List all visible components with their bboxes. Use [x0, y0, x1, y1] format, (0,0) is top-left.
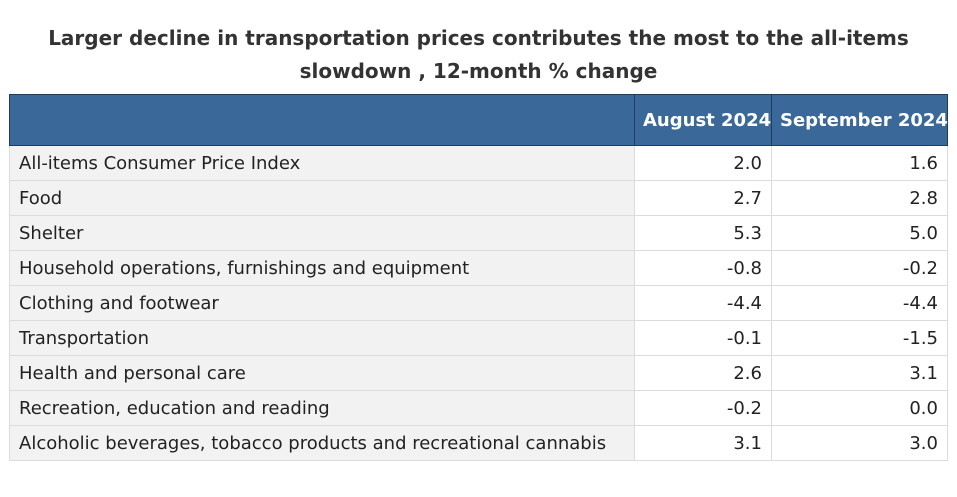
cell-august-2024: 2.0: [634, 145, 772, 181]
cell-september-2024: 3.1: [771, 355, 948, 391]
row-label: Recreation, education and reading: [9, 390, 635, 426]
header-row: August 2024 September 2024: [9, 94, 948, 146]
chart-title-line-2: slowdown , 12-month % change: [299, 59, 658, 83]
cell-september-2024: 3.0: [771, 425, 948, 461]
row-label: Alcoholic beverages, tobacco products an…: [9, 425, 635, 461]
row-label: All-items Consumer Price Index: [9, 145, 635, 181]
row-label: Transportation: [9, 320, 635, 356]
cell-august-2024: -0.8: [634, 250, 772, 286]
cpi-table: August 2024 September 2024 All-items Con…: [9, 94, 948, 461]
header-cell-blank: [9, 94, 635, 146]
cell-august-2024: 3.1: [634, 425, 772, 461]
cell-september-2024: 5.0: [771, 215, 948, 251]
row-label: Household operations, furnishings and eq…: [9, 250, 635, 286]
cell-september-2024: -0.2: [771, 250, 948, 286]
chart-title-line-1: Larger decline in transportation prices …: [48, 26, 909, 50]
table-row: Alcoholic beverages, tobacco products an…: [9, 425, 948, 461]
chart-title: Larger decline in transportation prices …: [0, 22, 957, 88]
cell-september-2024: -1.5: [771, 320, 948, 356]
cell-september-2024: 0.0: [771, 390, 948, 426]
cell-august-2024: 2.6: [634, 355, 772, 391]
row-label: Health and personal care: [9, 355, 635, 391]
row-label: Food: [9, 180, 635, 216]
header-cell-september-2024: September 2024: [771, 94, 948, 146]
table-row: Transportation -0.1 -1.5: [9, 320, 948, 356]
header-cell-august-2024: August 2024: [634, 94, 772, 146]
cell-august-2024: -4.4: [634, 285, 772, 321]
table-row: Food 2.7 2.8: [9, 180, 948, 216]
table-row: Recreation, education and reading -0.2 0.0: [9, 390, 948, 426]
cell-august-2024: -0.2: [634, 390, 772, 426]
table-row: Health and personal care 2.6 3.1: [9, 355, 948, 391]
table-row: Clothing and footwear -4.4 -4.4: [9, 285, 948, 321]
row-label: Shelter: [9, 215, 635, 251]
cell-september-2024: -4.4: [771, 285, 948, 321]
cell-august-2024: -0.1: [634, 320, 772, 356]
table-row: All-items Consumer Price Index 2.0 1.6: [9, 145, 948, 181]
cell-september-2024: 1.6: [771, 145, 948, 181]
table-body: All-items Consumer Price Index 2.0 1.6 Food…: [9, 145, 948, 461]
table-row: Shelter 5.3 5.0: [9, 215, 948, 251]
cell-august-2024: 5.3: [634, 215, 772, 251]
cell-september-2024: 2.8: [771, 180, 948, 216]
table-header: August 2024 September 2024: [9, 94, 948, 146]
table-row: Household operations, furnishings and eq…: [9, 250, 948, 286]
row-label: Clothing and footwear: [9, 285, 635, 321]
cell-august-2024: 2.7: [634, 180, 772, 216]
